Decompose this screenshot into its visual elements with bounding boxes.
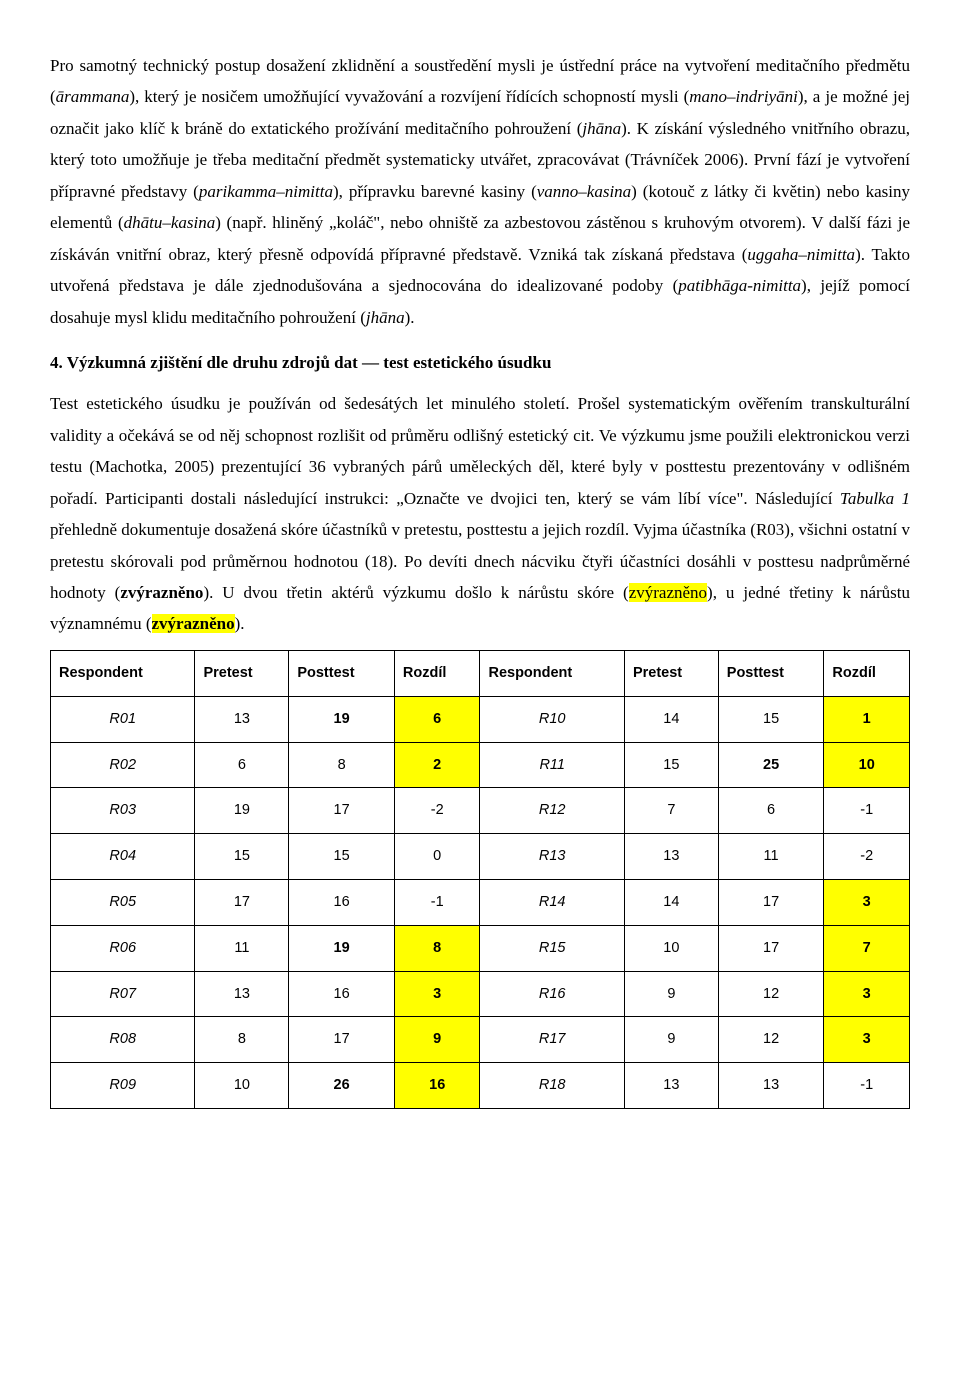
table-cell: 3	[824, 971, 910, 1017]
table-cell: R13	[480, 834, 624, 880]
table-cell: 3	[824, 1017, 910, 1063]
table-cell: -1	[394, 879, 480, 925]
table-cell: R17	[480, 1017, 624, 1063]
table-cell: 10	[624, 925, 718, 971]
table-cell: R05	[51, 879, 195, 925]
table-row: R0611198R1510177	[51, 925, 910, 971]
table-row: R02682R11152510	[51, 742, 910, 788]
table-cell: 26	[289, 1063, 395, 1109]
table-cell: R11	[480, 742, 624, 788]
table-cell: 14	[624, 696, 718, 742]
table-cell: 15	[195, 834, 289, 880]
paragraph-1: Pro samotný technický postup dosažení zk…	[50, 50, 910, 333]
table-header: Pretest	[624, 650, 718, 696]
table-cell: 16	[394, 1063, 480, 1109]
table-row: R0113196R1014151	[51, 696, 910, 742]
table-cell: 13	[624, 1063, 718, 1109]
table-cell: 10	[195, 1063, 289, 1109]
table-row: R051716-1R1414173	[51, 879, 910, 925]
table-cell: 15	[624, 742, 718, 788]
table-cell: R16	[480, 971, 624, 1017]
table-cell: R01	[51, 696, 195, 742]
table-cell: 7	[824, 925, 910, 971]
table-cell: R10	[480, 696, 624, 742]
table-row: R0415150R131311-2	[51, 834, 910, 880]
table-cell: 17	[289, 1017, 395, 1063]
table-cell: 1	[824, 696, 910, 742]
table-cell: 17	[195, 879, 289, 925]
table-header: Respondent	[51, 650, 195, 696]
table-cell: 13	[195, 971, 289, 1017]
table-cell: 15	[718, 696, 824, 742]
table-cell: 19	[289, 696, 395, 742]
table-cell: 8	[394, 925, 480, 971]
table-cell: 12	[718, 1017, 824, 1063]
table-cell: -2	[394, 788, 480, 834]
table-cell: 25	[718, 742, 824, 788]
table-cell: R08	[51, 1017, 195, 1063]
table-cell: 8	[289, 742, 395, 788]
table-cell: R03	[51, 788, 195, 834]
table-cell: 11	[195, 925, 289, 971]
table-row: R088179R179123	[51, 1017, 910, 1063]
table-cell: 8	[195, 1017, 289, 1063]
table-cell: 0	[394, 834, 480, 880]
table-cell: 17	[289, 788, 395, 834]
table-cell: 13	[718, 1063, 824, 1109]
table-cell: 6	[394, 696, 480, 742]
results-table: RespondentPretestPosttestRozdílResponden…	[50, 650, 910, 1109]
table-header: Pretest	[195, 650, 289, 696]
table-body: R0113196R1014151R02682R11152510R031917-2…	[51, 696, 910, 1108]
table-cell: 9	[394, 1017, 480, 1063]
table-cell: -1	[824, 788, 910, 834]
table-cell: R15	[480, 925, 624, 971]
table-cell: 16	[289, 971, 395, 1017]
table-cell: 9	[624, 971, 718, 1017]
table-cell: R09	[51, 1063, 195, 1109]
table-cell: 19	[289, 925, 395, 971]
table-cell: 6	[718, 788, 824, 834]
table-cell: 2	[394, 742, 480, 788]
table-header: Rozdíl	[824, 650, 910, 696]
table-cell: R12	[480, 788, 624, 834]
table-cell: 15	[289, 834, 395, 880]
table-cell: 19	[195, 788, 289, 834]
table-cell: 13	[195, 696, 289, 742]
table-cell: 3	[824, 879, 910, 925]
section-heading: 4. Výzkumná zjištění dle druhu zdrojů da…	[50, 347, 910, 378]
table-header: Posttest	[289, 650, 395, 696]
table-cell: 10	[824, 742, 910, 788]
table-cell: 11	[718, 834, 824, 880]
table-cell: -2	[824, 834, 910, 880]
table-cell: 17	[718, 925, 824, 971]
table-cell: R04	[51, 834, 195, 880]
paragraph-2: Test estetického úsudku je používán od š…	[50, 388, 910, 640]
table-row: R0713163R169123	[51, 971, 910, 1017]
table-cell: R18	[480, 1063, 624, 1109]
table-cell: R02	[51, 742, 195, 788]
table-row: R031917-2R1276-1	[51, 788, 910, 834]
table-cell: 6	[195, 742, 289, 788]
table-cell: 9	[624, 1017, 718, 1063]
table-header: Rozdíl	[394, 650, 480, 696]
table-header-row: RespondentPretestPosttestRozdílResponden…	[51, 650, 910, 696]
table-cell: R06	[51, 925, 195, 971]
table-cell: 7	[624, 788, 718, 834]
table-cell: 14	[624, 879, 718, 925]
table-cell: R07	[51, 971, 195, 1017]
table-cell: 17	[718, 879, 824, 925]
table-cell: 3	[394, 971, 480, 1017]
table-cell: 16	[289, 879, 395, 925]
table-cell: 13	[624, 834, 718, 880]
table-header: Respondent	[480, 650, 624, 696]
table-cell: -1	[824, 1063, 910, 1109]
table-cell: R14	[480, 879, 624, 925]
table-row: R09102616R181313-1	[51, 1063, 910, 1109]
table-cell: 12	[718, 971, 824, 1017]
table-header: Posttest	[718, 650, 824, 696]
